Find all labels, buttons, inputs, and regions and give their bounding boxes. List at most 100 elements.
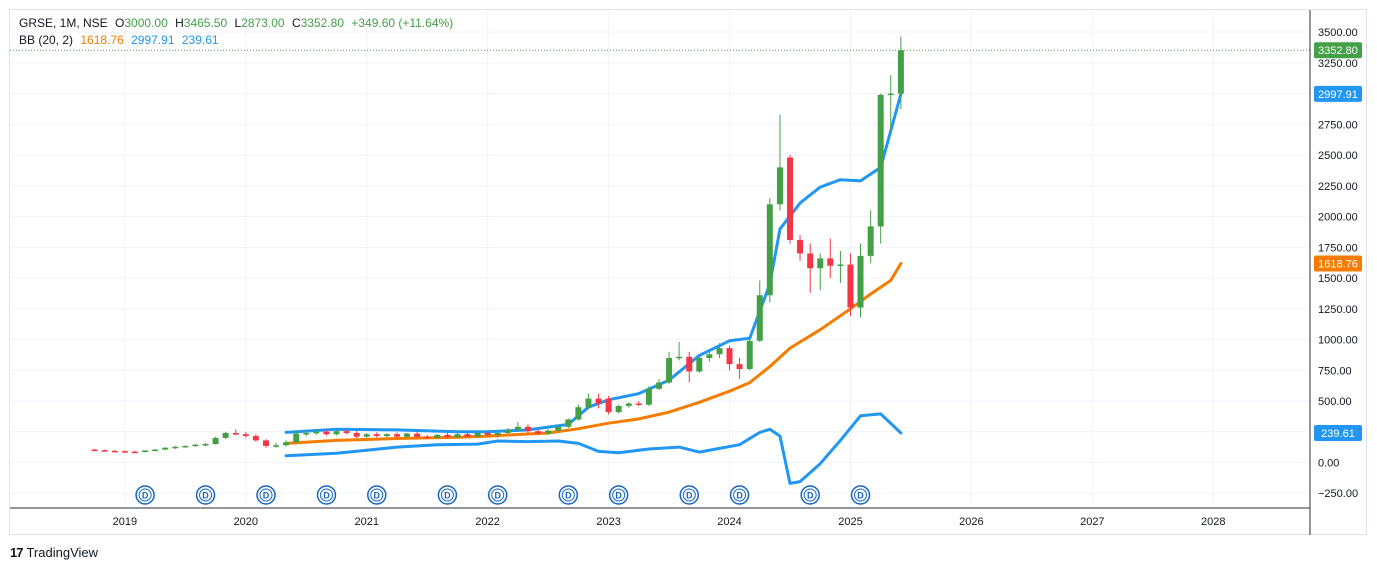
candle-body <box>776 167 783 205</box>
candle <box>202 442 209 446</box>
bb-upper-line <box>284 92 903 434</box>
dividend-marker: D <box>135 485 155 505</box>
candle-body <box>756 295 763 341</box>
y-tick-label: 2250.00 <box>1318 181 1358 193</box>
candle <box>404 432 411 438</box>
price-label-bg <box>1314 42 1362 59</box>
candle <box>121 450 128 453</box>
candle <box>504 428 511 435</box>
candle-body <box>444 434 451 438</box>
candle-body <box>111 450 118 453</box>
dividend-inner-ring <box>370 488 384 502</box>
dividend-letter: D <box>202 491 209 501</box>
candles <box>91 36 904 454</box>
candle <box>142 450 149 453</box>
dividend-marker: D <box>316 485 337 505</box>
candle <box>595 393 602 409</box>
candle <box>353 431 360 438</box>
x-tick-label: 2023 <box>596 516 620 528</box>
x-tick-label: 2021 <box>355 516 379 528</box>
candle <box>212 436 219 445</box>
candle-body <box>162 447 169 450</box>
tradingview-logo[interactable]: 17 TradingView <box>10 545 98 560</box>
candle-body <box>152 449 159 452</box>
candle <box>807 243 814 293</box>
candle <box>454 432 461 438</box>
y-tick-label: 2000.00 <box>1318 212 1358 224</box>
candle-body <box>857 255 864 308</box>
candle-body <box>383 434 390 437</box>
symbol-name: GRSE, 1M, NSE <box>19 16 108 30</box>
candle <box>393 432 400 438</box>
candle <box>152 448 159 452</box>
dividend-inner-ring <box>491 488 505 502</box>
candle <box>293 430 300 443</box>
y-tick-label: 1750.00 <box>1318 242 1358 254</box>
dividend-marker: D <box>558 485 579 505</box>
bb-legend: BB (20, 2) 1618.76 2997.91 239.61 <box>19 33 223 47</box>
open-value: 3000.00 <box>124 16 168 30</box>
candle-body <box>101 450 108 452</box>
candle <box>464 432 471 438</box>
candle-body <box>283 442 290 446</box>
candle-body <box>343 431 350 433</box>
candle <box>827 238 834 279</box>
dividend-inner-ring <box>199 488 213 502</box>
y-tick-label: 500.00 <box>1318 396 1352 408</box>
candle-body <box>666 357 673 383</box>
candle-body <box>484 432 491 435</box>
candle <box>676 342 683 361</box>
dividend-marker: D <box>729 485 750 505</box>
candle-body <box>605 398 612 413</box>
dividend-letter: D <box>444 491 451 501</box>
dividend-marker: D <box>608 485 629 505</box>
bb-upper-value: 2997.91 <box>131 33 175 47</box>
dividend-inner-ring <box>561 488 575 502</box>
candle-body <box>535 431 542 434</box>
candle <box>736 357 743 379</box>
y-tick-label: 3500.00 <box>1318 27 1358 39</box>
dividend-letter: D <box>615 491 622 501</box>
tradingview-icon: 17 <box>10 545 24 560</box>
dividend-letter: D <box>142 491 149 501</box>
price-label-bg <box>1314 425 1362 442</box>
candle-body <box>656 382 663 389</box>
candle <box>686 351 693 383</box>
candle <box>414 431 421 438</box>
dividend-letter: D <box>565 491 572 501</box>
bb-lower-line <box>284 412 903 485</box>
dividend-inner-ring <box>803 488 817 502</box>
candle-body <box>273 445 280 447</box>
dividend-inner-ring <box>733 488 747 502</box>
candle <box>131 450 138 454</box>
x-tick-label: 2028 <box>1201 516 1225 528</box>
x-tick-label: 2025 <box>838 516 862 528</box>
candle-body <box>212 437 219 445</box>
candle-body <box>797 239 804 254</box>
candle <box>172 445 179 449</box>
candle-body <box>807 253 814 269</box>
candle-body <box>353 432 360 437</box>
candle <box>575 404 582 421</box>
candle-body <box>303 432 310 435</box>
candle <box>776 114 783 211</box>
candle <box>434 434 441 440</box>
candle <box>756 280 763 342</box>
y-tick-label: 0.00 <box>1318 458 1339 470</box>
candle <box>656 378 663 390</box>
candle <box>847 253 854 317</box>
price-label: 1618.76 <box>1314 255 1362 272</box>
candle <box>343 429 350 435</box>
candle-body <box>625 403 632 406</box>
candle-body <box>323 431 330 435</box>
symbol-legend: GRSE, 1M, NSE O3000.00 H3465.50 L2873.00… <box>19 16 457 30</box>
dividend-letter: D <box>374 491 381 501</box>
low-value: 2873.00 <box>241 16 285 30</box>
high-label: H <box>175 16 184 30</box>
dividend-inner-ring <box>259 488 273 502</box>
candle <box>867 210 874 264</box>
dividend-letter: D <box>686 491 693 501</box>
candle-body <box>242 434 249 437</box>
candle <box>716 343 723 358</box>
